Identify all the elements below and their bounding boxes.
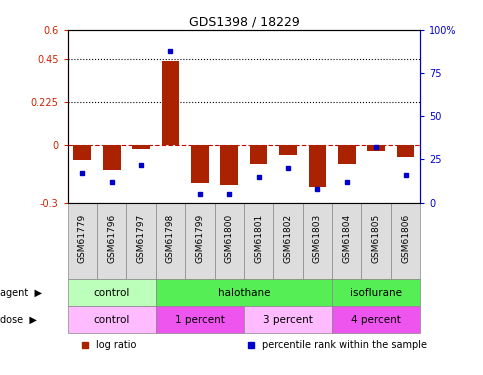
Text: log ratio: log ratio (96, 340, 136, 350)
Bar (391, 202, 420, 279)
Bar (332, 279, 420, 306)
Text: agent  ▶: agent ▶ (0, 288, 43, 298)
Bar (361, 202, 391, 279)
Text: GSM61798: GSM61798 (166, 214, 175, 263)
Text: GSM61805: GSM61805 (371, 214, 381, 263)
Bar (303, 202, 332, 279)
Bar (220, 145, 238, 185)
Bar (214, 202, 244, 279)
Text: GSM61797: GSM61797 (137, 214, 145, 263)
Text: GSM61796: GSM61796 (107, 214, 116, 263)
Bar (127, 202, 156, 279)
Bar (73, 145, 91, 160)
Bar (332, 306, 420, 333)
Text: GSM61801: GSM61801 (254, 214, 263, 263)
Bar (185, 202, 214, 279)
Text: dose  ▶: dose ▶ (0, 315, 37, 324)
Bar (273, 202, 303, 279)
Text: 3 percent: 3 percent (263, 315, 313, 324)
Bar (156, 202, 185, 279)
Text: 4 percent: 4 percent (351, 315, 401, 324)
Bar (68, 279, 156, 306)
Bar (97, 202, 127, 279)
Text: GSM61799: GSM61799 (195, 214, 204, 263)
Bar (309, 145, 326, 187)
Bar (156, 306, 244, 333)
Text: percentile rank within the sample: percentile rank within the sample (262, 340, 426, 350)
Bar (279, 145, 297, 154)
Bar (338, 145, 355, 164)
Bar (244, 306, 332, 333)
Text: GSM61804: GSM61804 (342, 214, 351, 263)
Bar (367, 145, 385, 151)
Bar (250, 145, 268, 164)
Bar (103, 145, 121, 170)
Text: control: control (94, 315, 130, 324)
Bar (68, 306, 156, 333)
Text: isoflurane: isoflurane (350, 288, 402, 298)
Text: GSM61803: GSM61803 (313, 214, 322, 263)
Bar (132, 145, 150, 149)
Text: 1 percent: 1 percent (175, 315, 225, 324)
Bar (191, 145, 209, 183)
Text: halothane: halothane (218, 288, 270, 298)
Title: GDS1398 / 18229: GDS1398 / 18229 (188, 16, 299, 29)
Text: GSM61802: GSM61802 (284, 214, 293, 263)
Text: GSM61800: GSM61800 (225, 214, 234, 263)
Text: GSM61806: GSM61806 (401, 214, 410, 263)
Bar (244, 202, 273, 279)
Bar (156, 279, 332, 306)
Bar (162, 61, 179, 145)
Text: GSM61779: GSM61779 (78, 214, 87, 263)
Bar (397, 145, 414, 157)
Text: control: control (94, 288, 130, 298)
Bar (332, 202, 361, 279)
Bar (68, 202, 97, 279)
